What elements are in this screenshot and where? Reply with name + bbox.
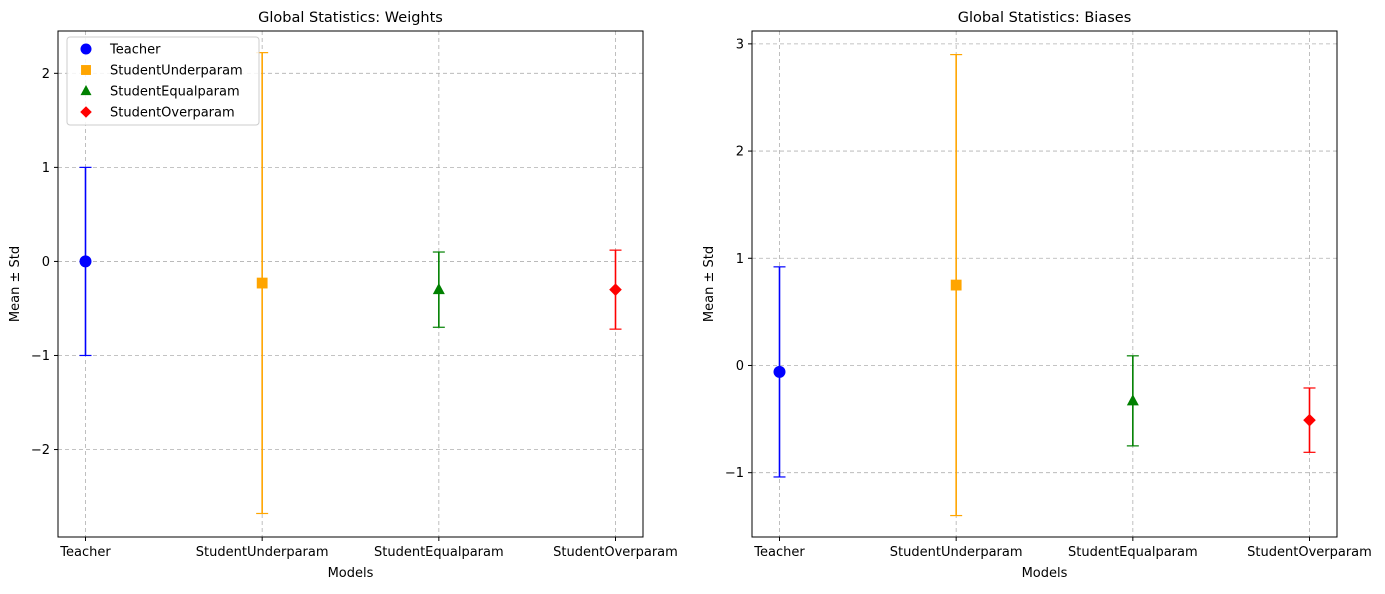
x-axis-label: Models xyxy=(1022,566,1068,581)
legend-label: StudentUnderparam xyxy=(110,64,243,79)
x-tick-label: Teacher xyxy=(59,545,111,560)
y-tick-label: −1 xyxy=(725,466,744,481)
chart-title: Global Statistics: Weights xyxy=(258,10,443,26)
y-tick-label: 0 xyxy=(42,255,50,270)
y-tick-label: 1 xyxy=(42,161,50,176)
data-point-triangle xyxy=(432,283,445,295)
y-tick-label: 2 xyxy=(736,145,744,160)
legend-label: StudentOverparam xyxy=(110,106,235,121)
legend-marker-square xyxy=(81,65,91,75)
y-tick-label: −1 xyxy=(31,349,50,364)
data-point-circle xyxy=(773,365,786,378)
y-tick-label: 3 xyxy=(736,37,744,52)
data-point-triangle xyxy=(1126,394,1139,406)
legend-marker-circle xyxy=(80,43,92,55)
plot-frame xyxy=(751,30,1338,538)
x-axis-label: Models xyxy=(328,566,374,581)
legend: Teacher StudentUnderparam StudentEqualpara… xyxy=(66,36,260,126)
chart-title: Global Statistics: Biases xyxy=(958,10,1132,26)
x-tick-label: StudentOverparam xyxy=(553,545,678,560)
data-point-square xyxy=(950,279,962,291)
y-axis-label: Mean ± Std xyxy=(8,246,23,322)
y-axis-label: Mean ± Std xyxy=(702,246,717,322)
x-tick-label: StudentEqualparam xyxy=(1068,545,1198,560)
y-tick-label: 2 xyxy=(42,67,50,82)
chart-panel-2: 3 2 1 0 −1 Teacher StudentUnderparam StudentEqu… xyxy=(702,10,1372,581)
legend-label: Teacher xyxy=(109,43,161,58)
legend-marker-diamond xyxy=(80,106,92,118)
legend-label: StudentEqualparam xyxy=(110,85,240,100)
legend-box xyxy=(66,36,260,126)
chart-panel-1: 2 1 0 −1 −2 Teacher StudentUnderparam StudentEq… xyxy=(8,10,678,581)
data-point-circle xyxy=(79,255,92,268)
legend-marker-triangle xyxy=(80,84,92,96)
data-point-diamond xyxy=(1303,413,1316,427)
x-tick-label: StudentUnderparam xyxy=(890,545,1023,560)
y-tick-label: 1 xyxy=(736,252,744,267)
y-tick-label: −2 xyxy=(31,443,50,458)
data-point-square xyxy=(256,277,268,289)
x-tick-label: StudentUnderparam xyxy=(196,545,329,560)
data-point-diamond xyxy=(609,283,622,296)
x-tick-label: StudentEqualparam xyxy=(374,545,504,560)
x-tick-label: StudentOverparam xyxy=(1247,545,1372,560)
plot-frame xyxy=(57,30,644,538)
y-tick-label: 0 xyxy=(736,359,744,374)
x-tick-label: Teacher xyxy=(753,545,805,560)
